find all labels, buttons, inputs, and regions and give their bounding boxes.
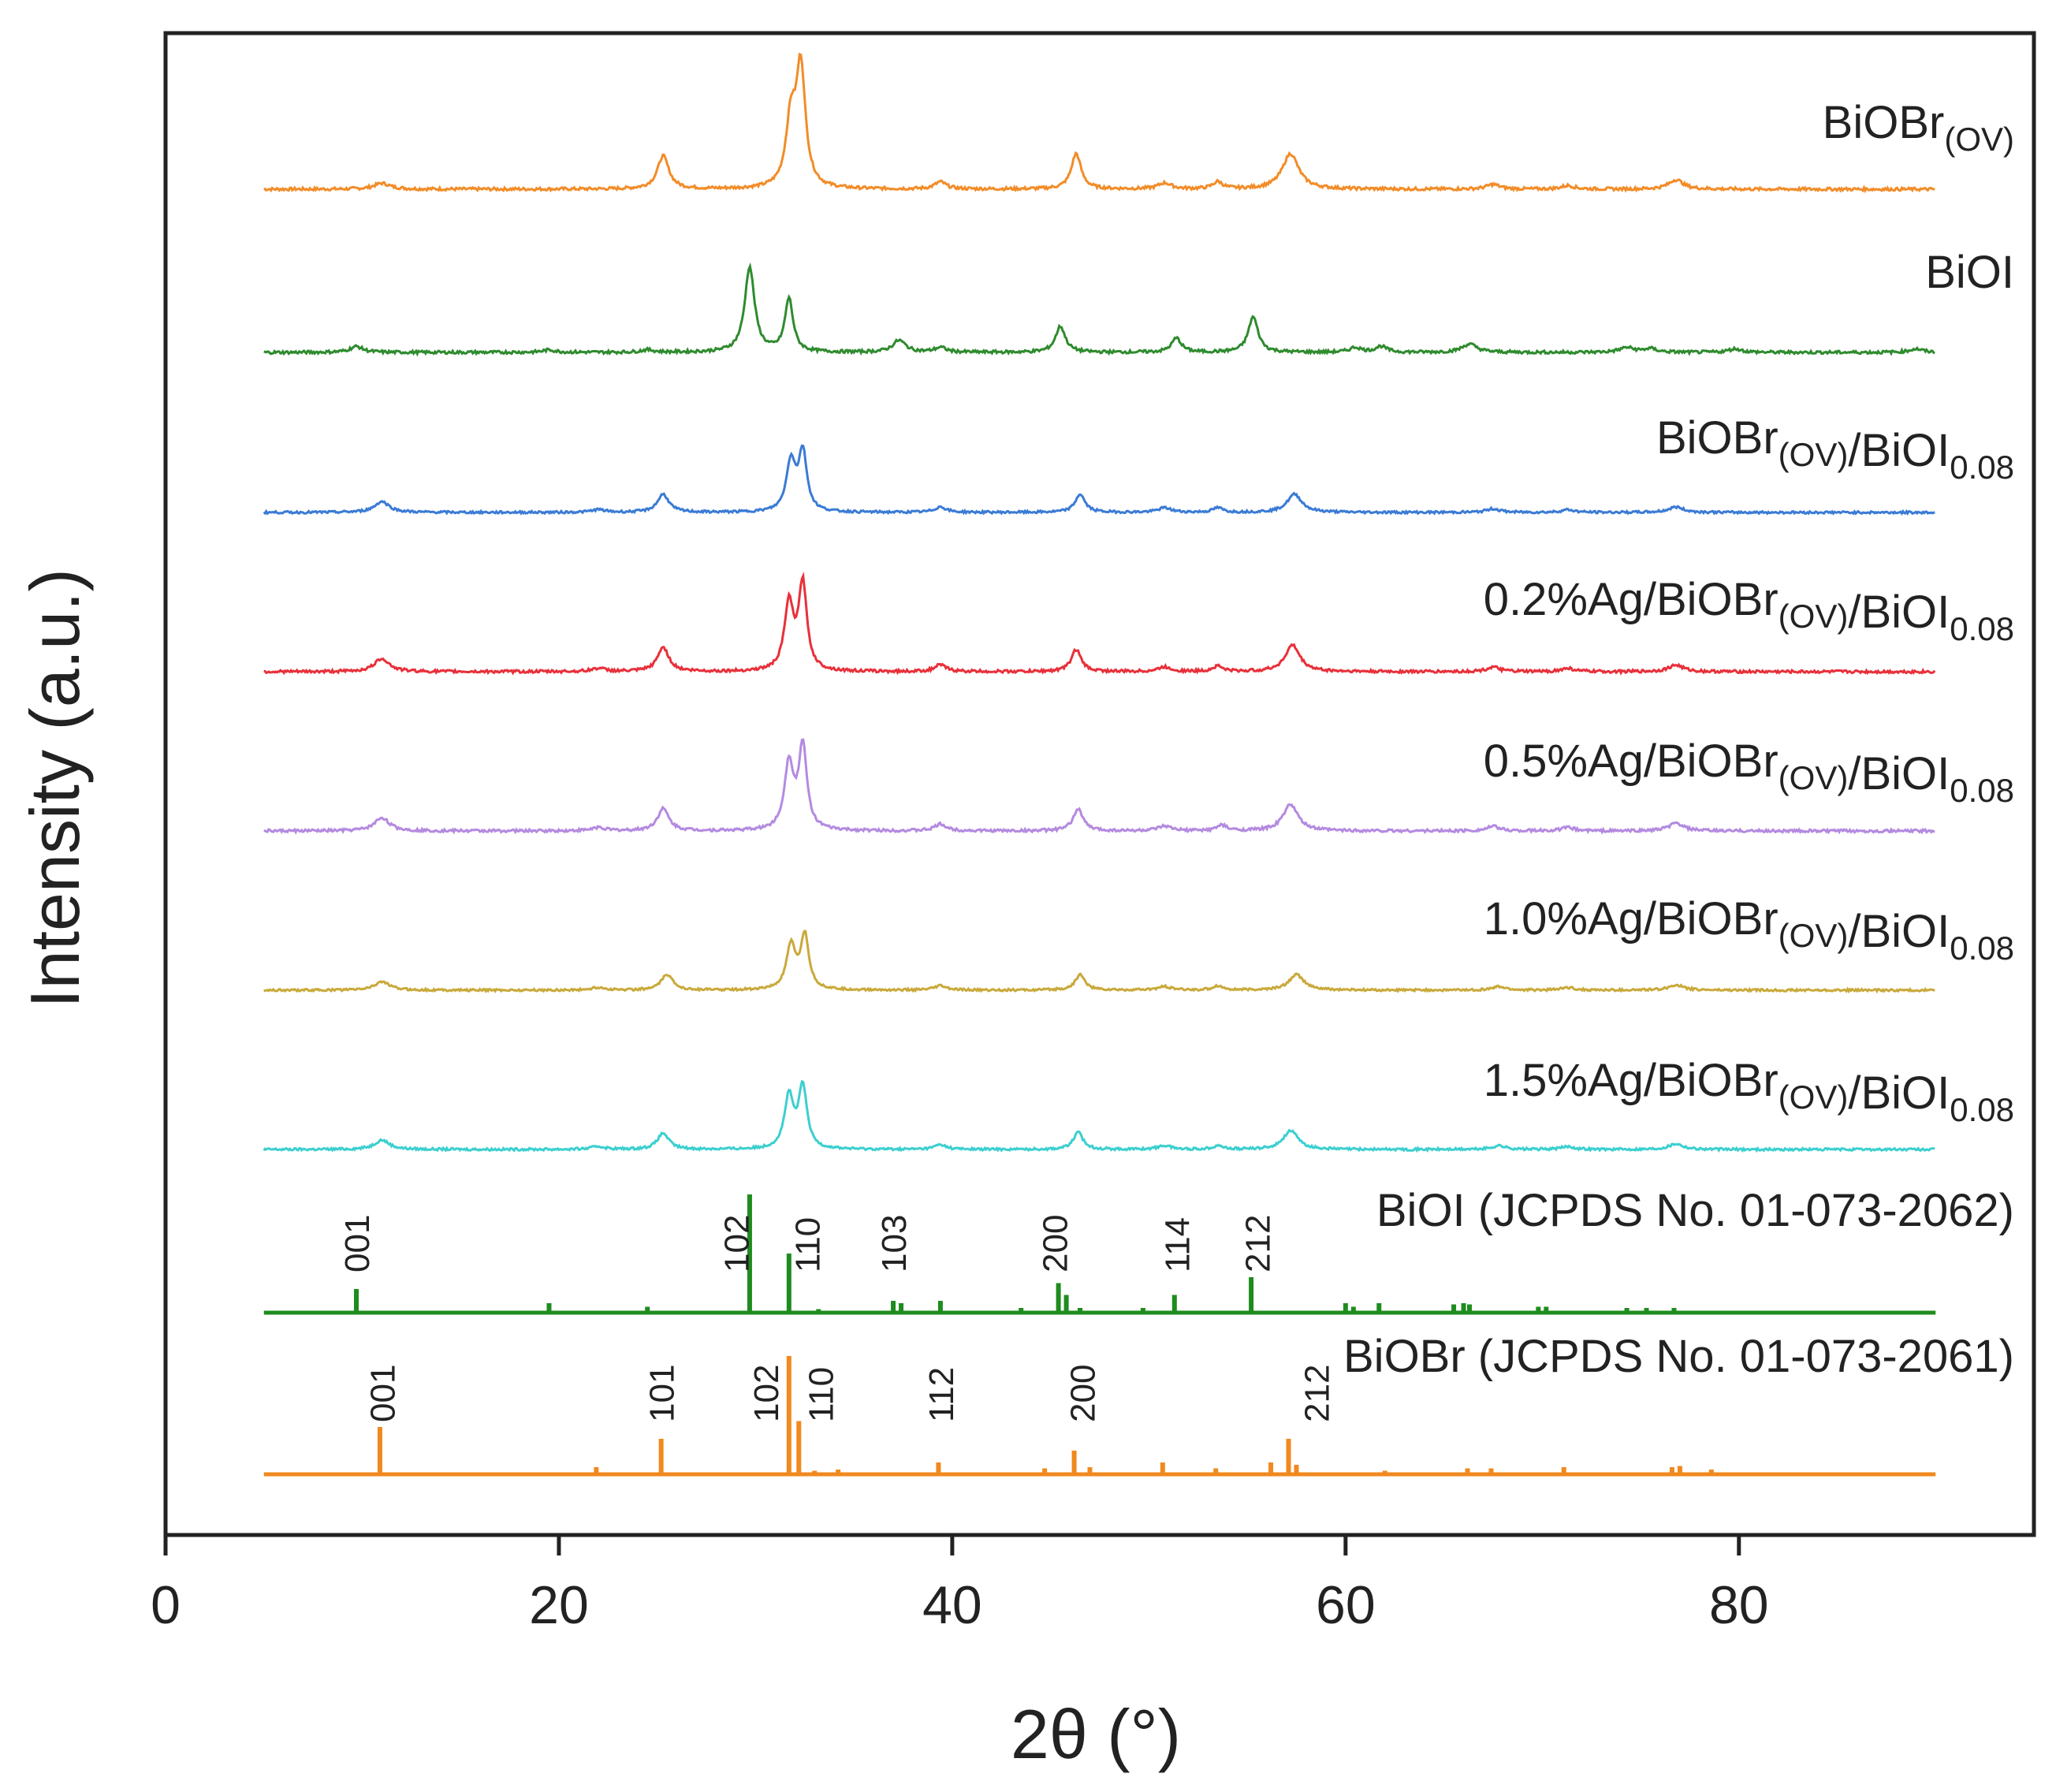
label-layer: BiOBr(OV) BiOI BiOBr(OV)/BiOI0.08 0.2%Ag/Bi… (338, 97, 2014, 1422)
series-layer (263, 52, 1936, 1153)
series-label-2: BiOI (1925, 247, 2014, 298)
peak-label-2-200: 200 (1064, 1365, 1103, 1422)
reference-layer (263, 1194, 1936, 1477)
peak-label-2-101: 101 (643, 1365, 682, 1422)
peak-label-1-001: 001 (338, 1215, 377, 1272)
series-label-7: 1.5%Ag/BiOBr(OV)/BiOI0.08 (1484, 1055, 2014, 1128)
series-label-4: 0.2%Ag/BiOBr(OV)/BiOI0.08 (1484, 574, 2014, 647)
x-tick-label-0: 0 (151, 1575, 181, 1635)
plot-frame (163, 31, 2036, 1537)
x-axis-title: 2θ (°) (1011, 1695, 1181, 1773)
peak-label-1-102: 102 (717, 1215, 756, 1272)
series-label-5: 0.5%Ag/BiOBr(OV)/BiOI0.08 (1484, 736, 2014, 809)
peak-label-2-102: 102 (747, 1365, 786, 1422)
reference-label-2: BiOBr (JCPDS No. 01-073-2061) (1343, 1331, 2014, 1382)
series-line-4 (263, 571, 1936, 676)
y-axis-title: Intensity (a.u.) (16, 568, 94, 1008)
peak-label-1-103: 103 (875, 1215, 914, 1272)
peak-label-1-212: 212 (1239, 1215, 1278, 1272)
peak-label-2-212: 212 (1298, 1365, 1336, 1422)
series-line-1 (263, 52, 1935, 194)
peak-label-1-200: 200 (1037, 1215, 1075, 1272)
peak-label-2-112: 112 (922, 1367, 961, 1422)
series-line-5 (263, 738, 1935, 835)
x-tick-label-60: 60 (1316, 1575, 1376, 1635)
reference-label-1: BiOI (JCPDS No. 01-073-2062) (1376, 1185, 2014, 1236)
series-line-7 (263, 1079, 1935, 1153)
x-tick-label-20: 20 (529, 1575, 589, 1635)
series-line-3 (263, 444, 1935, 516)
x-axis-ticks: 0 20 40 60 80 (151, 1535, 1769, 1635)
x-tick-label-80: 80 (1709, 1575, 1769, 1635)
x-tick-label-40: 40 (922, 1575, 982, 1635)
series-label-1: BiOBr(OV) (1823, 97, 2014, 158)
series-label-3: BiOBr(OV)/BiOI0.08 (1656, 412, 2014, 486)
peak-label-1-110: 110 (788, 1217, 827, 1272)
series-line-2 (263, 262, 1935, 357)
peak-label-2-001: 001 (363, 1365, 402, 1422)
peak-label-2-110: 110 (803, 1367, 841, 1422)
peak-label-1-114: 114 (1158, 1217, 1197, 1272)
series-label-6: 1.0%Ag/BiOBr(OV)/BiOI0.08 (1484, 893, 2014, 967)
series-line-6 (263, 930, 1935, 994)
